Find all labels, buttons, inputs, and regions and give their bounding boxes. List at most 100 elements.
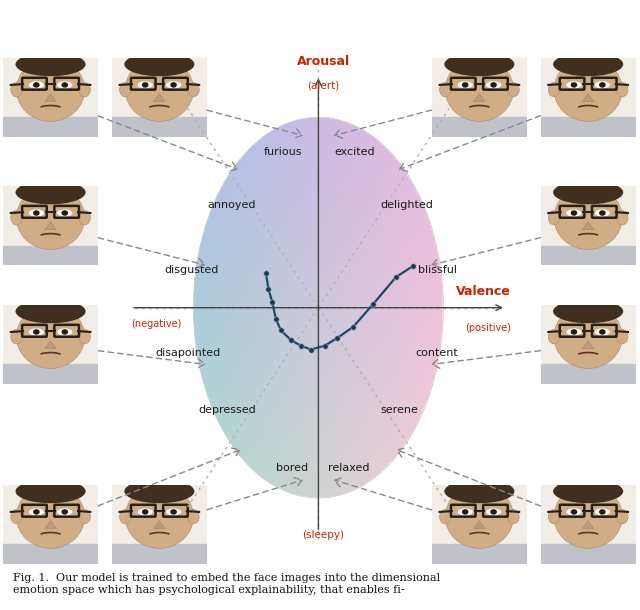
Ellipse shape	[595, 508, 610, 515]
Point	[261, 268, 271, 278]
Text: blissful: blissful	[419, 265, 458, 274]
Ellipse shape	[142, 82, 148, 88]
Polygon shape	[474, 93, 485, 101]
Polygon shape	[112, 117, 207, 137]
Ellipse shape	[124, 479, 195, 503]
Point	[408, 261, 419, 271]
Ellipse shape	[486, 81, 501, 88]
Ellipse shape	[548, 329, 560, 344]
Ellipse shape	[595, 328, 610, 336]
Ellipse shape	[553, 479, 623, 503]
Ellipse shape	[170, 82, 177, 88]
Ellipse shape	[33, 210, 40, 216]
Ellipse shape	[616, 210, 628, 225]
Text: (alert): (alert)	[307, 81, 340, 91]
Polygon shape	[541, 544, 636, 564]
Polygon shape	[541, 246, 636, 265]
Polygon shape	[45, 93, 56, 101]
Ellipse shape	[566, 209, 582, 217]
Ellipse shape	[508, 509, 519, 524]
Polygon shape	[474, 520, 485, 528]
Polygon shape	[154, 520, 165, 528]
Ellipse shape	[553, 300, 623, 323]
Ellipse shape	[29, 209, 44, 217]
Ellipse shape	[490, 509, 497, 515]
Text: depressed: depressed	[198, 406, 256, 415]
Text: furious: furious	[264, 146, 302, 157]
Ellipse shape	[138, 508, 153, 515]
Ellipse shape	[11, 329, 22, 344]
Ellipse shape	[120, 509, 131, 524]
Ellipse shape	[508, 82, 519, 97]
Ellipse shape	[599, 329, 605, 335]
Text: bored: bored	[276, 462, 308, 473]
Ellipse shape	[61, 509, 68, 515]
Ellipse shape	[490, 82, 497, 88]
Polygon shape	[582, 93, 594, 101]
Text: annoyed: annoyed	[207, 200, 256, 210]
Polygon shape	[541, 117, 636, 137]
Ellipse shape	[79, 82, 90, 97]
Ellipse shape	[15, 300, 86, 323]
Text: (sleepy): (sleepy)	[302, 530, 344, 540]
Ellipse shape	[462, 509, 468, 515]
Ellipse shape	[458, 81, 473, 88]
Ellipse shape	[120, 82, 131, 97]
Ellipse shape	[444, 52, 515, 76]
Polygon shape	[432, 544, 527, 564]
Ellipse shape	[554, 305, 622, 368]
Ellipse shape	[17, 485, 84, 548]
Ellipse shape	[444, 479, 515, 503]
Point	[319, 341, 330, 351]
Ellipse shape	[125, 485, 193, 548]
Point	[368, 299, 378, 309]
Ellipse shape	[124, 52, 195, 76]
Point	[390, 272, 401, 282]
Ellipse shape	[616, 329, 628, 344]
Ellipse shape	[61, 329, 68, 335]
Ellipse shape	[599, 210, 605, 216]
Ellipse shape	[616, 82, 628, 97]
Text: (positive): (positive)	[465, 323, 511, 333]
Polygon shape	[432, 117, 527, 137]
Polygon shape	[154, 93, 165, 101]
Ellipse shape	[61, 210, 68, 216]
Text: disapointed: disapointed	[156, 348, 221, 358]
Ellipse shape	[33, 82, 40, 88]
Ellipse shape	[445, 485, 513, 548]
Ellipse shape	[571, 509, 577, 515]
Ellipse shape	[553, 52, 623, 76]
Text: delighted: delighted	[381, 200, 434, 210]
Polygon shape	[45, 222, 56, 230]
Polygon shape	[3, 246, 98, 265]
Ellipse shape	[17, 186, 84, 249]
Ellipse shape	[188, 82, 199, 97]
Ellipse shape	[79, 210, 90, 225]
Point	[267, 297, 277, 307]
Text: Arousal: Arousal	[297, 55, 350, 68]
Polygon shape	[3, 544, 98, 564]
Ellipse shape	[79, 509, 90, 524]
Text: (negative): (negative)	[131, 319, 181, 329]
Polygon shape	[582, 340, 594, 349]
Polygon shape	[3, 117, 98, 137]
Ellipse shape	[33, 509, 40, 515]
Ellipse shape	[554, 186, 622, 249]
Ellipse shape	[15, 479, 86, 503]
Ellipse shape	[11, 509, 22, 524]
Ellipse shape	[138, 81, 153, 88]
Ellipse shape	[554, 58, 622, 121]
Polygon shape	[112, 544, 207, 564]
Ellipse shape	[566, 81, 582, 88]
Ellipse shape	[458, 508, 473, 515]
Text: Fig. 1.  Our model is trained to embed the face images into the dimensional
emot: Fig. 1. Our model is trained to embed th…	[13, 573, 440, 595]
Point	[332, 333, 342, 343]
Ellipse shape	[11, 82, 22, 97]
Ellipse shape	[553, 181, 623, 204]
Ellipse shape	[29, 508, 44, 515]
Ellipse shape	[188, 509, 199, 524]
Ellipse shape	[571, 82, 577, 88]
Ellipse shape	[79, 329, 90, 344]
Point	[306, 345, 316, 354]
Ellipse shape	[29, 328, 44, 336]
